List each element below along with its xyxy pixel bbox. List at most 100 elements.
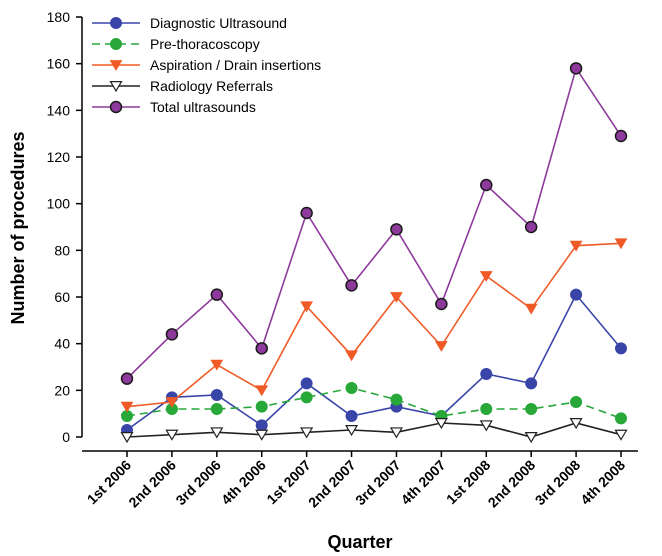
data-point (210, 359, 224, 371)
data-point (480, 403, 493, 415)
data-point (570, 288, 583, 301)
data-point (390, 393, 403, 406)
data-point (434, 418, 448, 430)
legend-label: Aspiration / Drain insertions (150, 57, 321, 73)
data-point (255, 419, 268, 432)
y-tick-label: 140 (47, 102, 71, 118)
legend-item: Aspiration / Drain insertions (92, 57, 321, 73)
x-tick-label: 4th 2007 (398, 457, 449, 508)
data-point (300, 206, 313, 220)
y-tick-label: 160 (47, 56, 71, 72)
series-3 (120, 418, 628, 444)
data-point (524, 220, 538, 234)
data-point (390, 292, 403, 303)
data-point (300, 427, 314, 439)
x-tick-label: 2nd 2008 (485, 457, 539, 511)
y-tick-label: 120 (47, 149, 71, 165)
x-tick-label: 2nd 2006 (125, 457, 179, 511)
data-point (480, 368, 493, 380)
y-tick-label: 20 (54, 382, 70, 398)
data-point (210, 389, 223, 401)
y-tick-label: 60 (54, 289, 70, 305)
series-line (126, 66, 622, 380)
data-point (345, 279, 358, 292)
data-point (255, 385, 269, 397)
legend-marker (110, 38, 122, 50)
data-point (569, 240, 583, 252)
data-point (165, 328, 179, 341)
series-1 (121, 382, 627, 425)
x-axis-title: Quarter (327, 532, 392, 552)
data-point (255, 429, 269, 441)
series-4 (120, 62, 628, 385)
data-point (210, 288, 224, 301)
x-tick-label: 2nd 2007 (305, 457, 359, 511)
data-point (524, 303, 538, 315)
legend-marker (109, 100, 123, 114)
legend-item: Radiology Referrals (92, 78, 273, 94)
data-point (615, 342, 627, 355)
y-tick-label: 100 (47, 196, 71, 212)
data-point (614, 129, 628, 143)
data-point (524, 432, 538, 444)
legend-label: Total ultrasounds (150, 99, 256, 115)
series-layer (120, 62, 628, 444)
series-line (126, 422, 622, 438)
legend: Diagnostic Ultrasound Pre-thoracoscopy Asp… (92, 15, 321, 115)
series-line (126, 242, 622, 408)
x-tick-label: 4th 2008 (577, 457, 628, 508)
y-tick-label: 40 (54, 336, 70, 352)
data-point (120, 372, 134, 385)
data-point (614, 429, 628, 441)
data-point (389, 427, 404, 439)
data-point (434, 341, 448, 352)
series-2 (120, 238, 628, 413)
x-tick-label: 3rd 2006 (172, 457, 224, 509)
data-point (525, 377, 538, 390)
data-point (300, 391, 313, 404)
series-line (126, 387, 622, 420)
data-point (120, 432, 134, 444)
legend-label: Pre-thoracoscopy (150, 36, 260, 52)
data-point (300, 301, 314, 313)
data-point (345, 382, 358, 394)
axes (81, 17, 638, 452)
data-point (120, 401, 134, 413)
data-point (569, 418, 583, 430)
data-point (479, 420, 493, 432)
y-ticks: 0 20 40 60 80 100 120 140 160 180 (47, 9, 82, 445)
y-tick-label: 80 (54, 242, 70, 258)
data-point (255, 400, 268, 413)
data-point (435, 297, 448, 311)
y-axis-title: Number of procedures (8, 131, 28, 324)
data-point (479, 271, 493, 282)
data-point (255, 342, 268, 355)
x-tick-label: 4th 2006 (218, 457, 269, 508)
data-point (569, 62, 583, 75)
y-tick-label: 180 (47, 9, 71, 25)
legend-item: Total ultrasounds (92, 99, 256, 115)
data-point (345, 350, 358, 362)
data-point (570, 396, 583, 408)
y-tick-label: 0 (62, 429, 70, 445)
data-point (165, 429, 179, 441)
x-tick-label: 3rd 2008 (532, 457, 584, 509)
data-point (390, 223, 403, 236)
data-point (525, 403, 538, 415)
data-point (165, 397, 179, 408)
legend-item: Diagnostic Ultrasound (92, 15, 287, 31)
legend-marker (109, 60, 123, 71)
series-line (126, 293, 622, 431)
legend-item: Pre-thoracoscopy (92, 36, 260, 52)
legend-label: Diagnostic Ultrasound (150, 15, 287, 31)
legend-label: Radiology Referrals (150, 78, 273, 94)
data-point (614, 238, 628, 250)
x-tick-label: 3rd 2007 (352, 457, 404, 509)
data-point (345, 410, 358, 422)
data-point (615, 412, 627, 425)
data-point (344, 425, 359, 437)
data-point (210, 403, 223, 415)
data-point (300, 377, 313, 390)
